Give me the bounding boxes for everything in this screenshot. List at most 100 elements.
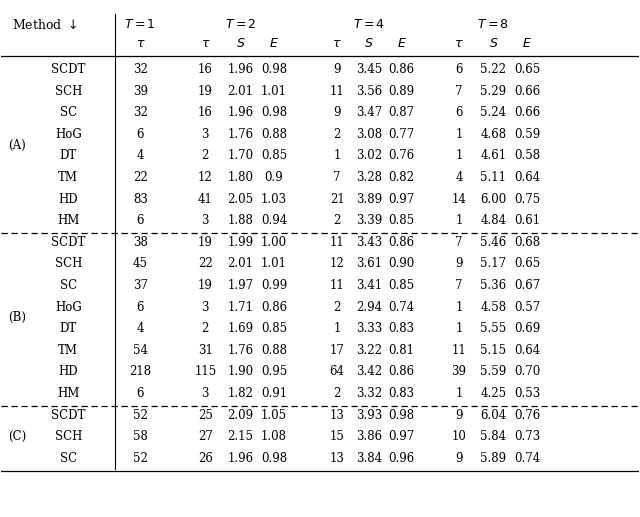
Text: 26: 26 — [198, 452, 212, 465]
Text: 2: 2 — [202, 149, 209, 162]
Text: 4.25: 4.25 — [480, 387, 506, 400]
Text: 2: 2 — [333, 300, 341, 313]
Text: 11: 11 — [330, 236, 344, 249]
Text: 45: 45 — [133, 257, 148, 270]
Text: 0.81: 0.81 — [388, 344, 415, 357]
Text: 5.17: 5.17 — [480, 257, 506, 270]
Text: 115: 115 — [194, 366, 216, 378]
Text: 2.05: 2.05 — [227, 192, 253, 206]
Text: 3.86: 3.86 — [356, 430, 382, 443]
Text: $\tau$: $\tau$ — [332, 37, 342, 50]
Text: 2.15: 2.15 — [227, 430, 253, 443]
Text: 5.55: 5.55 — [480, 322, 506, 335]
Text: 5.22: 5.22 — [481, 63, 506, 76]
Text: 1.05: 1.05 — [261, 408, 287, 421]
Text: 0.67: 0.67 — [514, 279, 540, 292]
Text: 1.01: 1.01 — [261, 257, 287, 270]
Text: 6: 6 — [455, 106, 463, 119]
Text: 3.28: 3.28 — [356, 171, 382, 184]
Text: 6: 6 — [136, 214, 144, 227]
Text: 11: 11 — [330, 85, 344, 98]
Text: 1.88: 1.88 — [227, 214, 253, 227]
Text: 1.03: 1.03 — [261, 192, 287, 206]
Text: 21: 21 — [330, 192, 344, 206]
Text: 25: 25 — [198, 408, 212, 421]
Text: 0.91: 0.91 — [261, 387, 287, 400]
Text: 6: 6 — [455, 63, 463, 76]
Text: 11: 11 — [330, 279, 344, 292]
Text: 0.96: 0.96 — [388, 452, 415, 465]
Text: 0.66: 0.66 — [514, 85, 540, 98]
Text: 9: 9 — [455, 257, 463, 270]
Text: SCH: SCH — [54, 85, 82, 98]
Text: SC: SC — [60, 106, 77, 119]
Text: 5.89: 5.89 — [480, 452, 506, 465]
Text: HoG: HoG — [55, 128, 82, 141]
Text: 0.70: 0.70 — [514, 366, 540, 378]
Text: 0.76: 0.76 — [514, 408, 540, 421]
Text: 0.68: 0.68 — [514, 236, 540, 249]
Text: 0.98: 0.98 — [261, 452, 287, 465]
Text: 3.32: 3.32 — [356, 387, 382, 400]
Text: 39: 39 — [133, 85, 148, 98]
Text: 1.96: 1.96 — [227, 63, 253, 76]
Text: 38: 38 — [133, 236, 148, 249]
Text: 4: 4 — [455, 171, 463, 184]
Text: 0.82: 0.82 — [388, 171, 415, 184]
Text: 2.01: 2.01 — [227, 85, 253, 98]
Text: 13: 13 — [330, 408, 345, 421]
Text: 32: 32 — [133, 106, 148, 119]
Text: 19: 19 — [198, 236, 212, 249]
Text: 0.74: 0.74 — [514, 452, 540, 465]
Text: 16: 16 — [198, 106, 212, 119]
Text: 4: 4 — [136, 149, 144, 162]
Text: 58: 58 — [133, 430, 148, 443]
Text: 0.65: 0.65 — [514, 63, 540, 76]
Text: 3.89: 3.89 — [356, 192, 382, 206]
Text: 52: 52 — [133, 408, 148, 421]
Text: 3.93: 3.93 — [356, 408, 382, 421]
Text: 0.61: 0.61 — [514, 214, 540, 227]
Text: 1: 1 — [333, 149, 341, 162]
Text: 64: 64 — [330, 366, 345, 378]
Text: 5.29: 5.29 — [480, 85, 506, 98]
Text: 1: 1 — [455, 387, 463, 400]
Text: 6: 6 — [136, 300, 144, 313]
Text: SC: SC — [60, 452, 77, 465]
Text: 1: 1 — [455, 149, 463, 162]
Text: 1.01: 1.01 — [261, 85, 287, 98]
Text: $\tau$: $\tau$ — [136, 37, 145, 50]
Text: 1.99: 1.99 — [227, 236, 253, 249]
Text: (B): (B) — [8, 311, 26, 324]
Text: 0.85: 0.85 — [261, 149, 287, 162]
Text: 32: 32 — [133, 63, 148, 76]
Text: 0.83: 0.83 — [388, 387, 415, 400]
Text: 2: 2 — [333, 214, 341, 227]
Text: 19: 19 — [198, 85, 212, 98]
Text: 0.74: 0.74 — [388, 300, 415, 313]
Text: 7: 7 — [455, 236, 463, 249]
Text: 5.36: 5.36 — [480, 279, 506, 292]
Text: 15: 15 — [330, 430, 345, 443]
Text: 5.46: 5.46 — [480, 236, 506, 249]
Text: 3: 3 — [202, 387, 209, 400]
Text: 1.76: 1.76 — [227, 344, 253, 357]
Text: 3.61: 3.61 — [356, 257, 382, 270]
Text: 0.97: 0.97 — [388, 430, 415, 443]
Text: 5.15: 5.15 — [480, 344, 506, 357]
Text: 5.84: 5.84 — [480, 430, 506, 443]
Text: 0.95: 0.95 — [261, 366, 287, 378]
Text: 0.9: 0.9 — [265, 171, 284, 184]
Text: 9: 9 — [455, 408, 463, 421]
Text: 9: 9 — [455, 452, 463, 465]
Text: $T = 8$: $T = 8$ — [477, 18, 509, 31]
Text: 2.94: 2.94 — [356, 300, 382, 313]
Text: 41: 41 — [198, 192, 212, 206]
Text: 0.83: 0.83 — [388, 322, 415, 335]
Text: 12: 12 — [330, 257, 344, 270]
Text: 3.33: 3.33 — [356, 322, 382, 335]
Text: TM: TM — [58, 171, 78, 184]
Text: 22: 22 — [133, 171, 148, 184]
Text: 0.88: 0.88 — [261, 128, 287, 141]
Text: 1: 1 — [455, 322, 463, 335]
